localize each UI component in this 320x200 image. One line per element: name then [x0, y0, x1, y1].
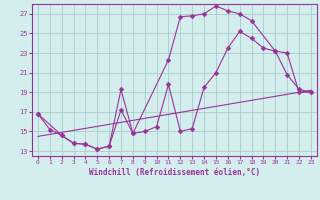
X-axis label: Windchill (Refroidissement éolien,°C): Windchill (Refroidissement éolien,°C)	[89, 168, 260, 177]
